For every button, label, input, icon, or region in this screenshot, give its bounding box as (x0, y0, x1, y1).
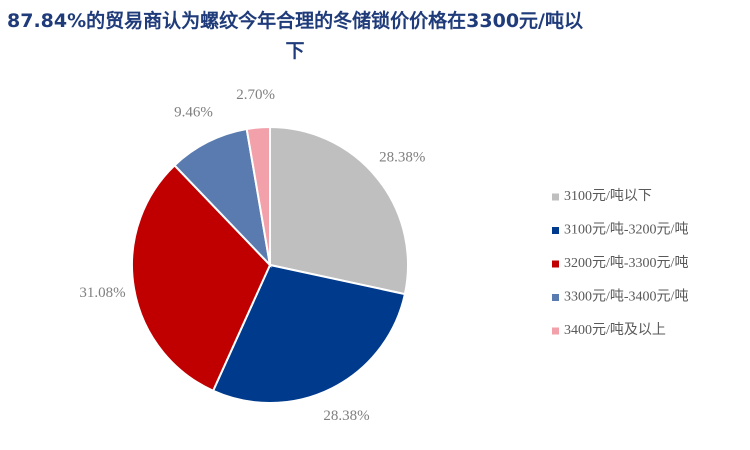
value-label: 2.70% (236, 87, 275, 103)
pie-slice (211, 263, 407, 404)
chart-title: 87.84%的贸易商认为螺纹今年合理的冬储锁价价格在3300元/吨以下 (7, 10, 583, 62)
legend-label: 3100元/吨以下 (564, 188, 652, 204)
value-label: 9.46% (174, 105, 213, 121)
pie-slice (245, 125, 271, 266)
legend-label: 3200元/吨-3300元/吨 (564, 255, 688, 271)
legend-marker (552, 327, 559, 335)
pie-slice (131, 163, 272, 393)
legend-label: 3300元/吨-3400元/吨 (564, 289, 688, 305)
value-label: 28.38% (379, 150, 425, 166)
legend-label: 3400元/吨及以上 (564, 322, 666, 338)
pie-slice (173, 127, 272, 269)
value-label: 28.38% (323, 408, 369, 424)
legend-label: 3100元/吨-3200元/吨 (564, 222, 688, 238)
legend-marker (552, 227, 559, 234)
value-label: 31.08% (79, 285, 125, 301)
pie-slice (269, 125, 409, 296)
legend-marker (552, 294, 559, 301)
legend-marker (552, 193, 559, 201)
legend-marker (552, 260, 559, 268)
